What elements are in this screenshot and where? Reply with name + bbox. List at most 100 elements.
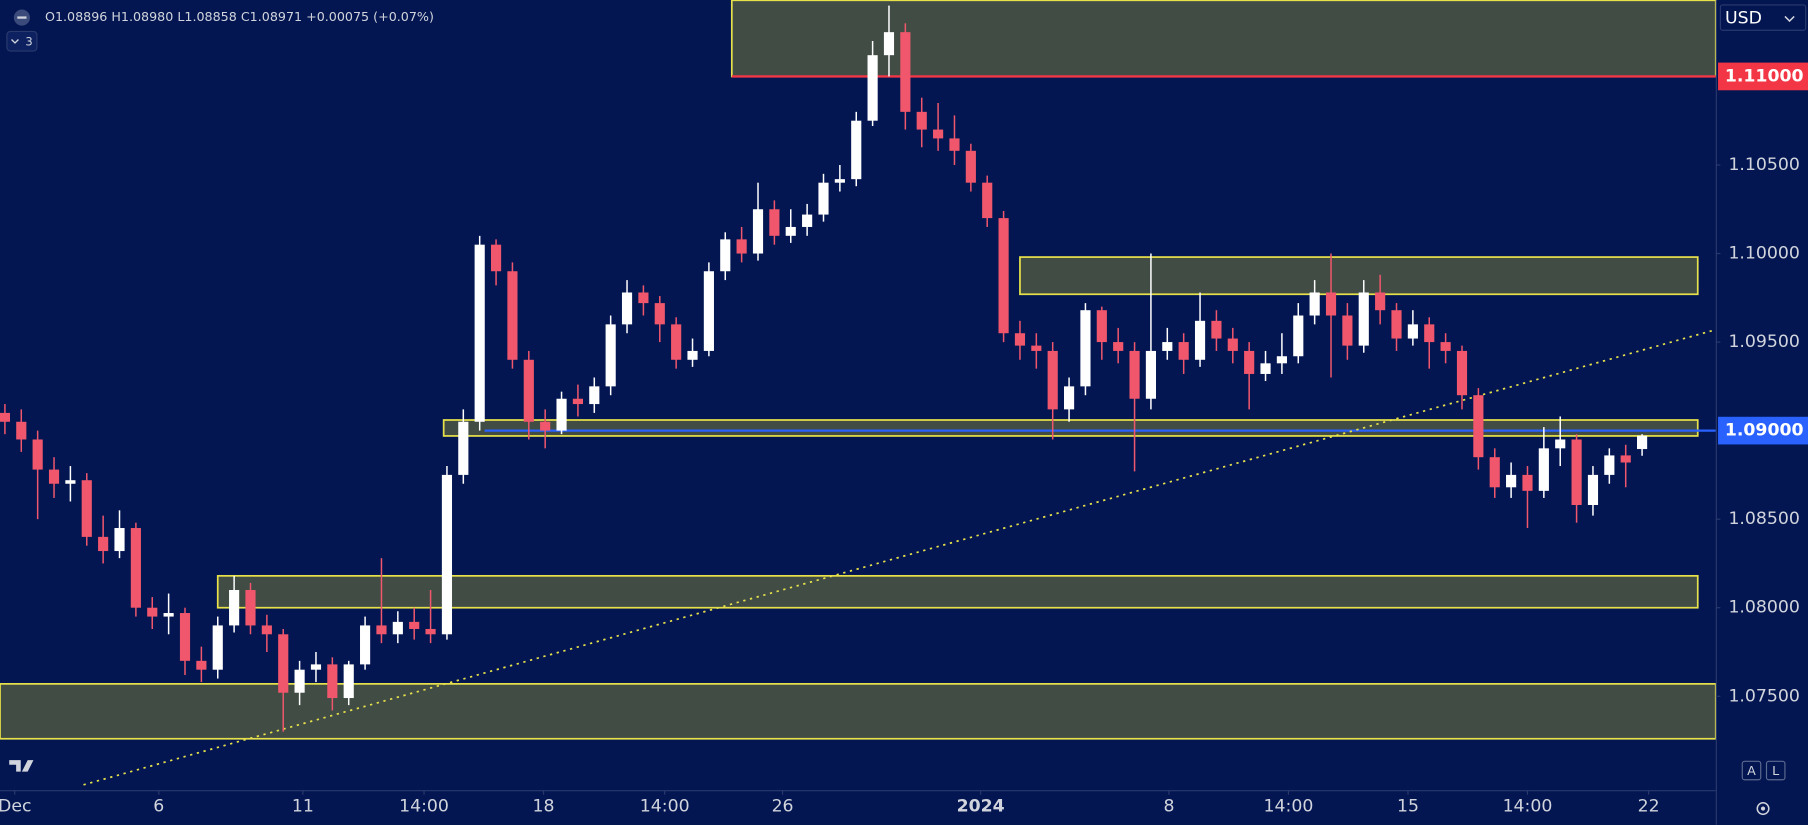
candle-body [1424, 324, 1435, 343]
log-scale-button[interactable] [1765, 760, 1786, 781]
candle-body [556, 398, 567, 431]
log-scale-label: L [1772, 763, 1779, 778]
candle-body [376, 625, 387, 635]
candle-body [1080, 310, 1091, 387]
candle-body [278, 634, 289, 693]
candle-body [409, 621, 420, 629]
candle-body [441, 474, 453, 635]
candle-body [65, 480, 76, 484]
candle-body [98, 536, 109, 552]
candle-body [589, 386, 600, 405]
x-tick-label: 6 [153, 796, 164, 816]
candle-body [1358, 292, 1369, 346]
candle-body [245, 590, 256, 626]
candle-body [16, 421, 27, 440]
candle-body [818, 182, 829, 215]
y-tick-label: 1.09500 [1728, 332, 1799, 352]
candle-body [1244, 350, 1255, 374]
candle-body [163, 613, 174, 617]
x-tick-label: 18 [533, 796, 555, 816]
zone [1019, 256, 1699, 296]
candle-body [32, 439, 43, 470]
candle-body [147, 607, 158, 617]
candle-body [933, 129, 944, 139]
candle-body [229, 590, 240, 626]
price-tag-label: 1.11000 [1725, 66, 1804, 86]
candle-body [883, 32, 895, 56]
candle-body [900, 32, 911, 112]
candle-body [1456, 350, 1468, 396]
candle-body [654, 303, 665, 325]
candle-body [1145, 350, 1157, 399]
candle-body [458, 421, 469, 475]
candle-body [1162, 342, 1173, 351]
y-tick-label: 1.08000 [1728, 598, 1799, 618]
candle-body [1555, 439, 1566, 449]
candle-body [687, 350, 698, 360]
candle-body [703, 271, 714, 351]
y-tick-label: 1.10500 [1728, 155, 1799, 175]
candle-body [1342, 315, 1353, 346]
candle-body [196, 660, 207, 670]
candle-body [1309, 292, 1320, 316]
candle-body [507, 271, 518, 360]
tradingview-logo[interactable] [9, 760, 34, 772]
candle-body [343, 664, 354, 699]
y-tick-label: 1.07500 [1728, 686, 1799, 706]
price-tag-label: 1.09000 [1725, 421, 1804, 441]
candle-body [1538, 448, 1549, 491]
auto-scale-button[interactable] [1741, 760, 1762, 781]
candle-body [179, 613, 191, 661]
candle-body [360, 625, 371, 665]
candle-body [1587, 474, 1599, 506]
candle-body [1031, 345, 1042, 351]
candle-body [1440, 342, 1451, 351]
trendline [83, 328, 1716, 786]
candle-body [605, 324, 616, 387]
x-tick-label: 2024 [957, 796, 1005, 816]
candle-body [1325, 292, 1337, 316]
candle-body [1375, 292, 1386, 311]
indicator-toggle[interactable] [6, 30, 38, 52]
ohlc-legend: O1.08896 H1.08980 L1.08858 C1.08971 +0.0… [45, 9, 434, 24]
candle-body [1391, 310, 1402, 339]
candle-body [982, 182, 993, 219]
candle-body [310, 664, 322, 670]
candle-body [114, 528, 125, 552]
candle-body [671, 324, 682, 360]
candle-body [392, 621, 403, 635]
price-tag [1718, 416, 1808, 445]
candle-body [949, 138, 960, 151]
candle-body [851, 120, 862, 180]
candle-body [802, 214, 813, 227]
settings-icon[interactable] [1756, 802, 1770, 816]
candle-body [1571, 439, 1582, 506]
candle-body [212, 625, 223, 670]
indicator-count: 3 [25, 34, 32, 48]
x-tick-label: 15 [1397, 796, 1419, 816]
currency-select[interactable] [1719, 4, 1807, 31]
candle-body [1489, 457, 1500, 488]
candle-body [261, 625, 272, 635]
candle-body [1637, 435, 1648, 450]
symbol-icon-glyph [17, 16, 27, 19]
candle-body [1473, 395, 1484, 458]
zone [0, 683, 1717, 740]
candle-body [752, 209, 764, 254]
candle-body [736, 239, 747, 254]
candle-body [916, 111, 927, 130]
y-tick-label: 1.10000 [1728, 244, 1799, 264]
candle-body [785, 226, 796, 236]
candle-body [425, 628, 436, 635]
candle-body [638, 292, 649, 304]
candle-body [1276, 356, 1287, 364]
candle-body [474, 244, 485, 422]
price-tag [1718, 62, 1808, 91]
candle-body [130, 528, 141, 608]
candle-body [1604, 455, 1615, 475]
candle-body [1506, 474, 1517, 488]
candle-body [327, 664, 338, 699]
plot-area [0, 0, 1717, 786]
candle-body [48, 469, 60, 484]
candle-body [1096, 310, 1107, 343]
